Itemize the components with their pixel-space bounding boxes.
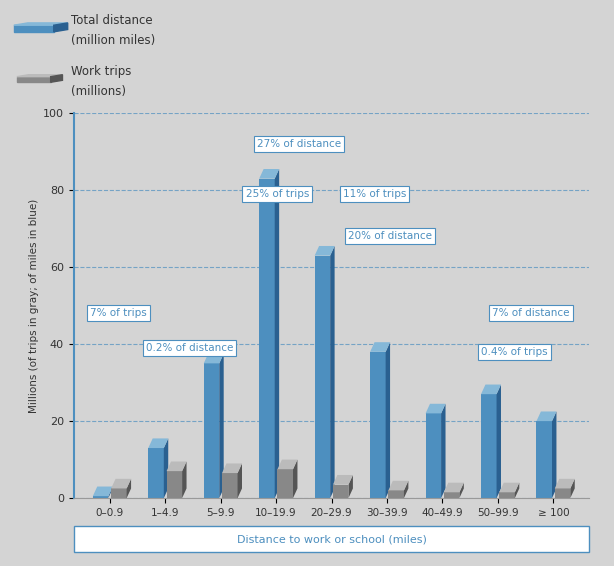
Bar [499,492,515,498]
Text: Total distance: Total distance [71,14,152,27]
Polygon shape [293,460,297,498]
Bar [389,490,404,498]
Polygon shape [444,483,464,492]
Polygon shape [204,354,223,363]
Polygon shape [17,76,50,82]
Polygon shape [166,461,187,471]
Polygon shape [182,461,187,498]
Text: 7% of distance: 7% of distance [492,308,570,318]
Bar [426,413,441,498]
Polygon shape [404,481,408,498]
Polygon shape [552,411,556,498]
Text: 11% of trips: 11% of trips [343,189,406,199]
Text: (million miles): (million miles) [71,35,155,47]
Text: 20% of distance: 20% of distance [348,231,432,241]
Polygon shape [330,246,335,498]
Bar [166,471,182,498]
Bar [555,488,570,498]
Polygon shape [386,342,390,498]
Polygon shape [441,404,446,498]
Text: 0.2% of distance: 0.2% of distance [146,343,233,353]
Text: Work trips: Work trips [71,65,131,78]
Text: Distance to work or school (miles): Distance to work or school (miles) [236,534,427,544]
Bar [537,421,552,498]
Polygon shape [219,354,223,498]
Polygon shape [459,483,464,498]
Polygon shape [537,411,556,421]
Bar [444,492,459,498]
Polygon shape [426,404,446,413]
Bar [111,488,126,498]
Bar [204,363,219,498]
Bar [148,448,164,498]
Polygon shape [259,169,279,179]
Polygon shape [515,483,519,498]
Polygon shape [50,75,63,82]
Polygon shape [389,481,408,490]
Bar [278,469,293,498]
Polygon shape [108,487,113,498]
Polygon shape [164,439,168,498]
Bar [314,256,330,498]
Text: (millions): (millions) [71,85,126,98]
Polygon shape [370,342,390,352]
Polygon shape [222,464,242,473]
Polygon shape [238,464,242,498]
Polygon shape [481,384,501,394]
Polygon shape [278,460,297,469]
Text: 25% of trips: 25% of trips [246,189,309,199]
Polygon shape [14,23,68,25]
Polygon shape [499,483,519,492]
Bar [93,496,108,498]
Polygon shape [349,475,353,498]
Bar [481,394,497,498]
Polygon shape [314,246,335,256]
Polygon shape [570,479,575,498]
Polygon shape [497,384,501,498]
Polygon shape [274,169,279,498]
Polygon shape [126,479,131,498]
Polygon shape [555,479,575,488]
Polygon shape [111,479,131,488]
Polygon shape [14,25,54,32]
Bar [259,179,274,498]
Bar [370,352,386,498]
Y-axis label: Millions (of trips in gray; of miles in blue): Millions (of trips in gray; of miles in … [29,199,39,413]
Text: 7% of trips: 7% of trips [90,308,147,318]
Bar [222,473,238,498]
Bar [333,484,349,498]
Polygon shape [333,475,353,484]
Polygon shape [54,23,68,32]
Polygon shape [93,487,113,496]
Polygon shape [148,439,168,448]
Text: 0.4% of trips: 0.4% of trips [481,347,548,357]
Polygon shape [17,75,63,76]
Text: 27% of distance: 27% of distance [257,139,341,149]
